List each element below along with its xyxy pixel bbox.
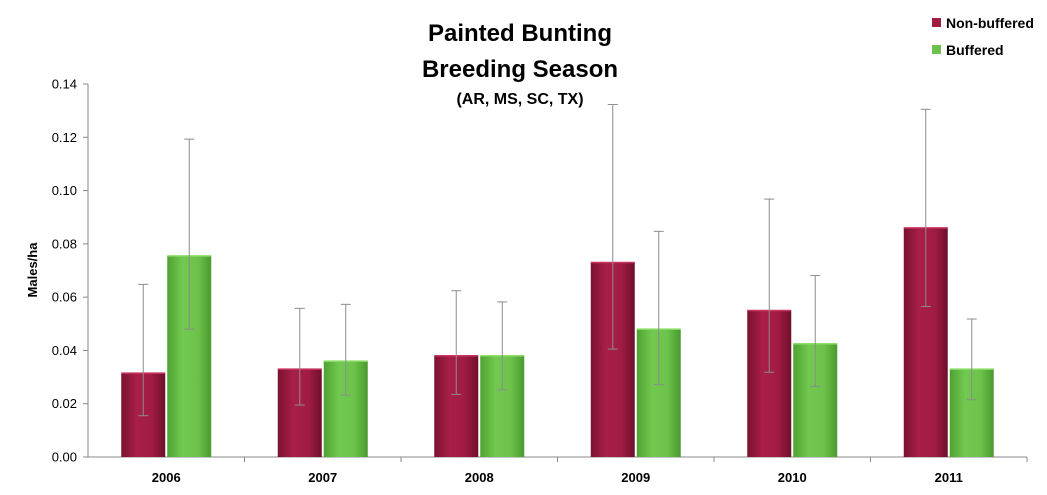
x-tick-label: 2009 [621,470,650,485]
chart-subtitle: (AR, MS, SC, TX) [456,91,583,108]
y-axis-label: Males/ha [25,242,40,298]
y-ticks: 0.00 0.02 0.04 0.06 0.08 0.10 0.12 0.14 [52,77,88,465]
bars [121,227,994,457]
x-tick-label: 2007 [308,470,337,485]
chart-title-line2: Breeding Season [422,56,618,83]
y-tick-label: 0.02 [52,396,77,411]
x-tick-label: 2010 [778,470,807,485]
y-tick-label: 0.08 [52,236,77,251]
legend-swatch-non-buffered [932,18,941,27]
legend-label-buffered: Buffered [946,42,1004,58]
y-tick-label: 0.00 [52,450,77,465]
x-ticks: 2006 2007 2008 2009 2010 2011 [152,457,1028,485]
x-tick-label: 2008 [465,470,494,485]
x-tick-label: 2011 [935,470,963,485]
y-tick-label: 0.10 [52,183,77,198]
legend: Non-buffered Buffered [932,15,1034,58]
y-tick-label: 0.14 [52,77,77,92]
error-bars [138,104,977,417]
chart-title: Painted Bunting [428,20,612,47]
x-tick-label: 2006 [152,470,181,485]
y-tick-label: 0.06 [52,290,77,305]
legend-label-non-buffered: Non-buffered [946,15,1034,31]
legend-swatch-buffered [932,45,941,54]
y-tick-label: 0.12 [52,130,77,145]
y-tick-label: 0.04 [52,343,77,358]
